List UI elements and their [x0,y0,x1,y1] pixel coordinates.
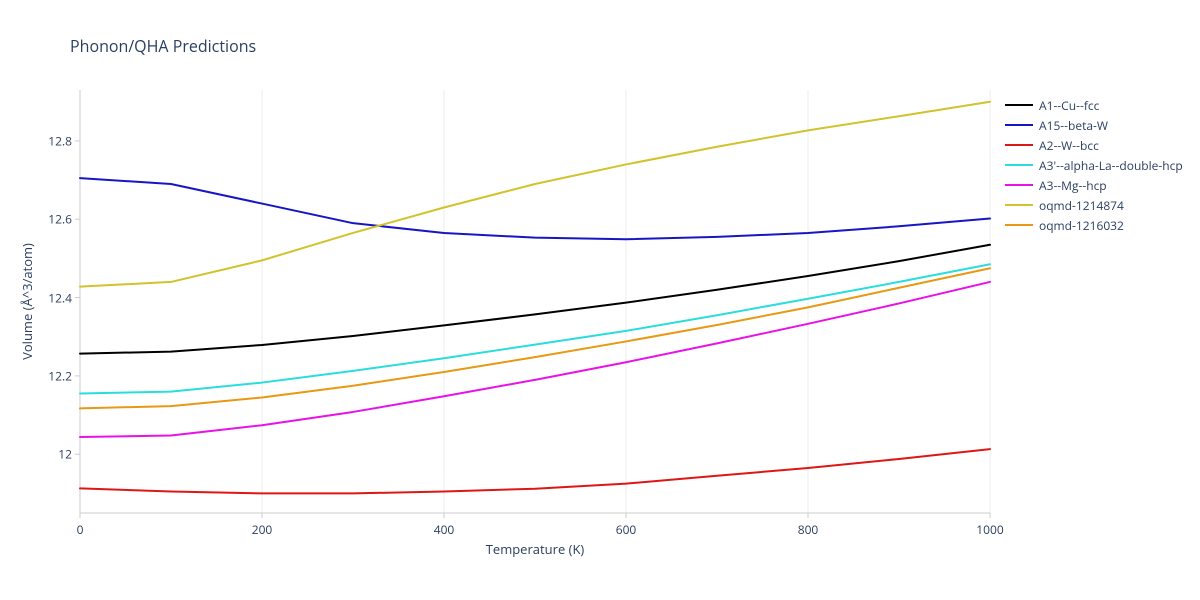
series-line[interactable] [80,178,990,239]
legend-item[interactable]: oqmd-1214874 [1005,195,1183,215]
y-tick-label: 12 [38,446,72,463]
x-axis-label: Temperature (K) [80,540,990,558]
legend-item[interactable]: oqmd-1216032 [1005,215,1183,235]
legend-item[interactable]: A15--beta-W [1005,115,1183,135]
series-line[interactable] [80,264,990,393]
legend-swatch [1005,144,1033,146]
legend-swatch [1005,164,1033,166]
legend-label: A3'--alpha-La--double-hcp [1039,157,1183,174]
legend-swatch [1005,124,1033,126]
series-line[interactable] [80,449,990,493]
legend-label: A3--Mg--hcp [1039,177,1107,194]
x-tick-label: 200 [252,521,273,538]
legend-item[interactable]: A3'--alpha-La--double-hcp [1005,155,1183,175]
series-line[interactable] [80,245,990,354]
legend-swatch [1005,204,1033,206]
series-line[interactable] [80,282,990,437]
legend-item[interactable]: A1--Cu--fcc [1005,95,1183,115]
x-tick-label: 1000 [976,521,1003,538]
y-tick-label: 12.6 [38,211,72,228]
legend-swatch [1005,104,1033,106]
y-tick-label: 12.2 [38,367,72,384]
legend-label: oqmd-1214874 [1039,197,1124,214]
x-tick-label: 800 [798,521,819,538]
y-tick-label: 12.4 [38,289,72,306]
legend-label: oqmd-1216032 [1039,217,1124,234]
x-tick-label: 600 [616,521,637,538]
y-axis-label: Volume (Å^3/atom) [18,90,38,513]
legend-label: A1--Cu--fcc [1039,97,1099,114]
plot-area [80,90,990,513]
legend-label: A15--beta-W [1039,117,1108,134]
x-tick-label: 0 [77,521,84,538]
legend-swatch [1005,224,1033,226]
chart-title: Phonon/QHA Predictions [70,35,256,57]
plot-svg [80,90,990,513]
legend-item[interactable]: A3--Mg--hcp [1005,175,1183,195]
legend-item[interactable]: A2--W--bcc [1005,135,1183,155]
y-tick-label: 12.8 [38,132,72,149]
x-tick-label: 400 [434,521,455,538]
legend-swatch [1005,184,1033,186]
legend-label: A2--W--bcc [1039,137,1099,154]
legend: A1--Cu--fcc A15--beta-W A2--W--bcc A3'--alp… [1005,95,1183,235]
